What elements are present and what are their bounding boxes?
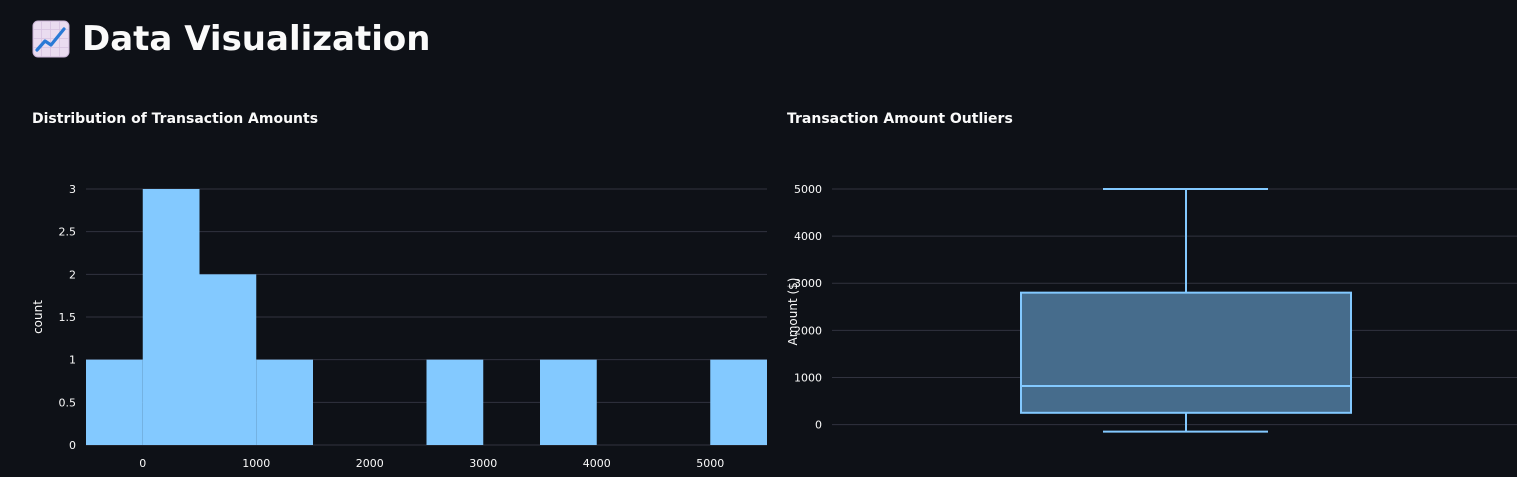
box-y-tick-label: 4000 xyxy=(794,230,822,243)
box-y-tick-label: 1000 xyxy=(794,371,822,384)
hist-x-tick-label: 2000 xyxy=(356,457,384,470)
box-y-tick-label: 2000 xyxy=(794,324,822,337)
boxplot-title: Transaction Amount Outliers xyxy=(787,111,1013,127)
hist-bar xyxy=(86,359,143,445)
hist-y-tick-label: 2 xyxy=(69,268,76,281)
hist-bar xyxy=(199,274,257,445)
histogram-chart: 0 0.5 1 1.5 2 2.5 3 0 1000 2000 3000 4000 5000 count xyxy=(31,183,767,470)
hist-y-tick-label: 2.5 xyxy=(59,226,77,239)
boxplot-chart: 0 1000 2000 3000 4000 5000 Amount ($) xyxy=(786,183,1517,433)
page-title: Data Visualization xyxy=(32,14,430,64)
chart-increasing-icon xyxy=(32,20,70,58)
hist-bar xyxy=(142,189,200,445)
box-y-tick-label: 3000 xyxy=(794,277,822,290)
hist-y-tick-label: 1.5 xyxy=(59,311,77,324)
box-iqr xyxy=(1020,291,1352,414)
hist-bar xyxy=(256,359,313,445)
hist-y-tick-label: 0.5 xyxy=(59,396,77,409)
hist-x-tick-label: 0 xyxy=(139,457,146,470)
hist-y-tick-label: 0 xyxy=(69,439,76,452)
hist-bar xyxy=(540,359,597,445)
hist-x-tick-label: 5000 xyxy=(696,457,724,470)
hist-bar xyxy=(710,359,767,445)
page-title-text: Data Visualization xyxy=(82,19,431,59)
hist-x-tick-label: 3000 xyxy=(469,457,497,470)
box-y-tick-label: 5000 xyxy=(794,183,822,196)
hist-y-tick-label: 1 xyxy=(69,354,76,367)
hist-y-axis-title: count xyxy=(31,300,45,334)
box-y-axis-title: Amount ($) xyxy=(786,278,800,346)
hist-x-tick-label: 1000 xyxy=(242,457,270,470)
histogram-title: Distribution of Transaction Amounts xyxy=(32,111,319,127)
hist-bar xyxy=(426,359,484,445)
box-y-tick-label: 0 xyxy=(815,419,822,432)
hist-y-tick-label: 3 xyxy=(69,183,76,196)
hist-x-tick-label: 4000 xyxy=(583,457,611,470)
